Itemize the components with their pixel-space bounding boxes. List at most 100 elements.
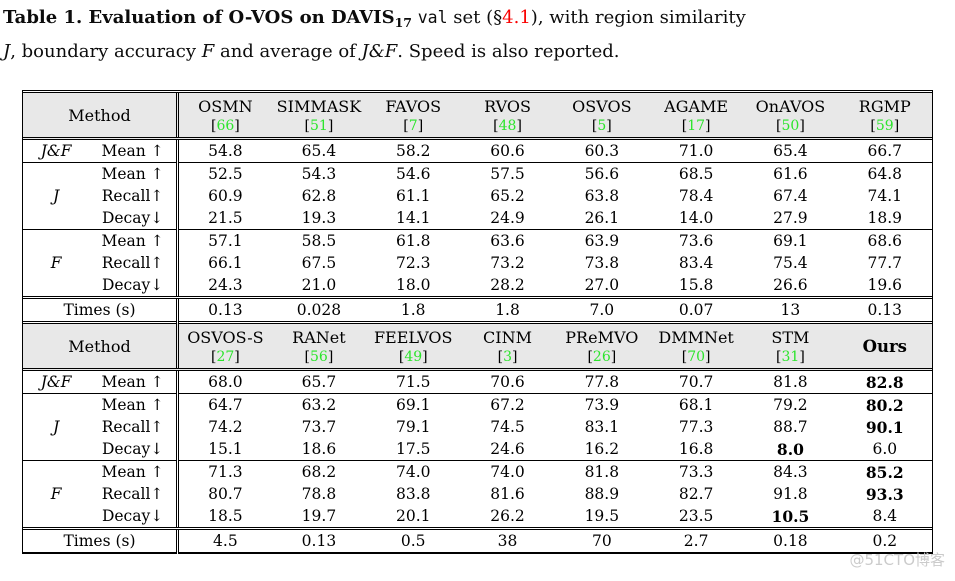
metric-value: 77.7 bbox=[867, 254, 903, 272]
metric-label: Recall↑ bbox=[101, 187, 164, 205]
citation-link[interactable]: [17] bbox=[649, 117, 743, 135]
citation-bracket: [ bbox=[304, 348, 311, 365]
citation-bracket: ] bbox=[327, 117, 334, 134]
table-row: Decay↓ 21.5 19.3 14.1 24.9 26.1 14.0 27.… bbox=[23, 207, 932, 230]
metric-value: 18.6 bbox=[271, 438, 367, 461]
caption-text: , boundary accuracy bbox=[10, 41, 202, 62]
table-header-row: Method OSMN [66] SIMMASK [51] FAVOS [7] … bbox=[23, 90, 932, 140]
citation-link[interactable]: [70] bbox=[649, 348, 743, 366]
citation-number[interactable]: 51 bbox=[310, 117, 328, 134]
metric-value: 54.8 bbox=[175, 138, 272, 163]
metric-value: 73.6 bbox=[678, 232, 714, 250]
citation-link[interactable]: [56] bbox=[272, 348, 366, 366]
method-column-header: RVOS [48] bbox=[460, 90, 555, 140]
table-row: Recall↑ 74.2 73.7 79.1 74.5 83.1 77.3 88… bbox=[23, 416, 932, 438]
metric-value: 64.7 bbox=[175, 393, 272, 416]
metric-value: 63.6 bbox=[490, 232, 525, 250]
metric-value: 73.9 bbox=[584, 396, 620, 414]
citation-number[interactable]: 66 bbox=[216, 117, 235, 134]
metric-value: 77.8 bbox=[554, 369, 649, 394]
metric-value: 85.2 bbox=[865, 462, 904, 482]
citation-number[interactable]: 59 bbox=[875, 117, 894, 134]
metric-value: 8.0 bbox=[743, 438, 838, 461]
method-name: FEELVOS bbox=[373, 327, 453, 347]
val-mono: val bbox=[417, 8, 448, 27]
method-name: OSMN bbox=[198, 96, 253, 116]
metric-value: 79.2 bbox=[773, 396, 808, 414]
citation-link[interactable]: [26] bbox=[555, 348, 649, 366]
method-name: RVOS bbox=[484, 96, 531, 116]
citation-link[interactable]: [48] bbox=[460, 117, 554, 135]
citation-number[interactable]: 17 bbox=[687, 117, 706, 134]
watermark: @51CTO博客 bbox=[849, 551, 945, 569]
citation-link[interactable]: [3] bbox=[460, 348, 554, 366]
citation-number[interactable]: 50 bbox=[781, 117, 800, 134]
metric-value: 65.4 bbox=[271, 138, 367, 163]
citation-number[interactable]: 48 bbox=[498, 117, 517, 134]
method-name: RGMP bbox=[858, 96, 911, 116]
metric-value: 81.8 bbox=[743, 369, 838, 394]
row-group-label: J&F bbox=[23, 369, 90, 394]
metric-value: 24.3 bbox=[175, 274, 272, 299]
metric-value: 20.1 bbox=[366, 505, 461, 530]
citation-link[interactable]: [7] bbox=[366, 117, 460, 135]
table-row: Decay↓ 24.3 21.0 18.0 28.2 27.0 15.8 26.… bbox=[23, 274, 932, 299]
times-value: 0.13 bbox=[175, 297, 272, 323]
metric-value: 73.7 bbox=[301, 418, 337, 436]
citation-link[interactable]: [51] bbox=[272, 117, 366, 135]
citation-link[interactable]: [31] bbox=[743, 348, 837, 366]
metric-value: 16.2 bbox=[554, 438, 649, 461]
method-column-header: FAVOS [7] bbox=[366, 90, 461, 140]
metric-value: 18.5 bbox=[175, 505, 272, 530]
metric-value: 74.0 bbox=[395, 463, 431, 481]
citation-number[interactable]: 70 bbox=[687, 348, 706, 365]
metric-value: 63.8 bbox=[584, 187, 620, 205]
citation-bracket: [ bbox=[870, 117, 876, 134]
metric-label: Decay↓ bbox=[89, 207, 178, 230]
citation-number[interactable]: 5 bbox=[597, 117, 607, 134]
metric-value: 15.1 bbox=[175, 438, 272, 461]
metric-value: 81.6 bbox=[490, 485, 525, 503]
citation-link[interactable]: [66] bbox=[179, 117, 272, 135]
method-column-header: OSVOS-S [27] bbox=[175, 321, 272, 371]
citation-number[interactable]: 3 bbox=[503, 348, 512, 365]
citation-number[interactable]: 56 bbox=[310, 348, 328, 365]
citation-number[interactable]: 49 bbox=[404, 348, 423, 365]
citation-link[interactable]: [59] bbox=[838, 117, 932, 135]
citation-number[interactable]: 26 bbox=[592, 348, 611, 365]
citation-number[interactable]: 31 bbox=[781, 348, 800, 365]
metric-label: Mean ↑ bbox=[89, 369, 178, 394]
section-ref-link[interactable]: 4.1 bbox=[502, 7, 531, 28]
method-name: OSVOS bbox=[572, 96, 632, 116]
evaluation-table: Method OSMN [66] SIMMASK [51] FAVOS [7] … bbox=[23, 90, 932, 554]
citation-link[interactable]: [49] bbox=[366, 348, 460, 366]
metric-label: Recall↑ bbox=[101, 254, 164, 272]
method-name: PReMVO bbox=[565, 327, 639, 347]
citation-bracket: ] bbox=[893, 117, 900, 134]
metric-value: 71.0 bbox=[648, 138, 744, 163]
metric-value: 66.1 bbox=[175, 252, 272, 274]
times-value: 1.8 bbox=[495, 301, 520, 319]
citation-number[interactable]: 7 bbox=[408, 117, 418, 134]
times-value: 0.2 bbox=[837, 528, 932, 554]
citation-bracket: [ bbox=[211, 348, 217, 365]
metric-value: 69.1 bbox=[395, 396, 431, 414]
method-column-header: RANet [56] bbox=[271, 321, 367, 371]
citation-bracket: [ bbox=[211, 117, 217, 134]
metric-value: 61.6 bbox=[773, 165, 808, 183]
citation-link[interactable]: [5] bbox=[555, 117, 649, 135]
table-row: F Mean ↑ 57.1 58.5 61.8 63.6 63.9 73.6 6… bbox=[23, 229, 932, 299]
metric-value: 74.2 bbox=[175, 416, 272, 438]
metric-value: 65.7 bbox=[271, 369, 367, 394]
metric-value: 70.7 bbox=[648, 369, 744, 394]
method-column-header: CINM [3] bbox=[460, 321, 555, 371]
metric-value: 52.5 bbox=[175, 162, 272, 185]
citation-link[interactable]: [27] bbox=[179, 348, 272, 366]
table-row: Recall↑ 60.9 62.8 61.1 65.2 63.8 78.4 67… bbox=[23, 185, 932, 207]
metric-value: 73.8 bbox=[584, 254, 620, 272]
table-row: Times (s) 0.13 0.028 1.8 1.8 7.0 0.07 13… bbox=[23, 297, 932, 323]
metric-value: 68.1 bbox=[678, 396, 714, 414]
metric-value: 80.7 bbox=[175, 483, 272, 505]
citation-number[interactable]: 27 bbox=[216, 348, 235, 365]
citation-link[interactable]: [50] bbox=[743, 117, 837, 135]
